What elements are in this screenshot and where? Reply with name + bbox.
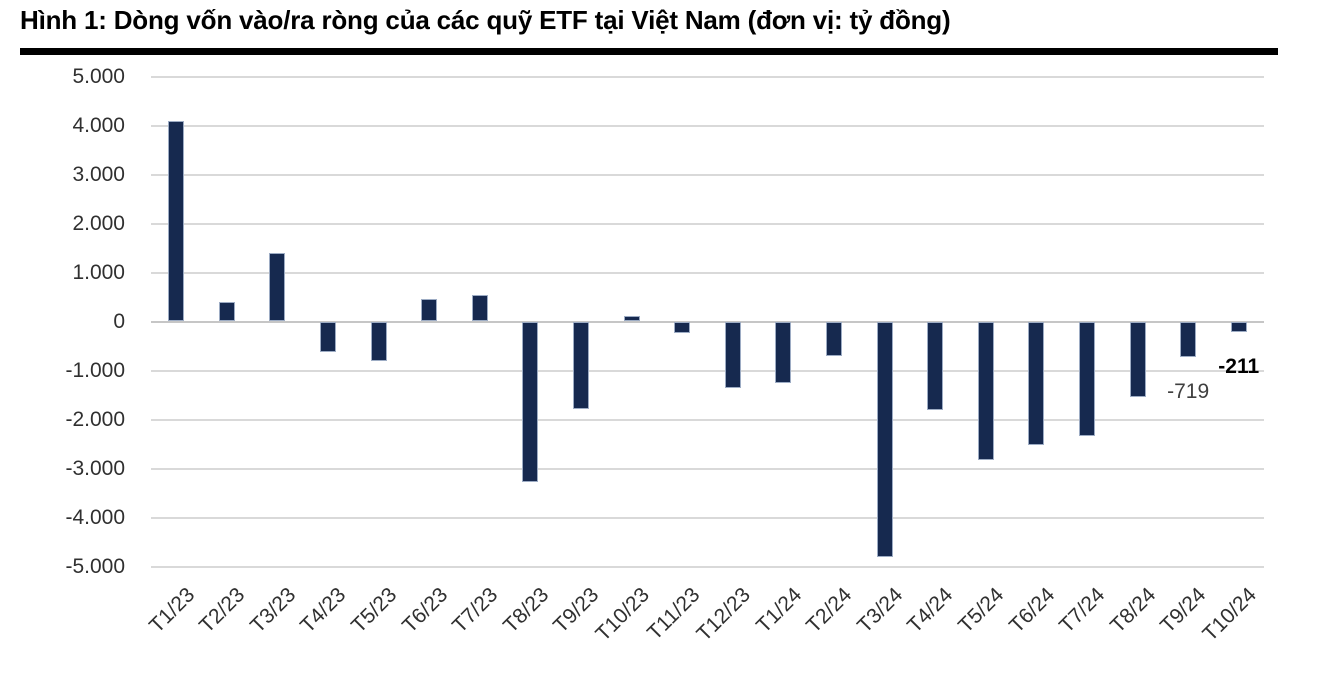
bar-T9/23	[573, 321, 590, 410]
bar-T1/23	[168, 120, 185, 322]
x-axis-tick-label: T11/23	[643, 583, 705, 645]
x-axis-tick-label: T2/23	[195, 583, 250, 638]
gridline	[151, 418, 1264, 421]
x-axis-tick-label: T5/23	[346, 583, 402, 638]
bar-T5/23	[370, 321, 387, 361]
x-axis-tick-label: T10/24	[1198, 583, 1262, 646]
x-axis-tick-label: T3/24	[852, 583, 908, 638]
zero-gridline	[151, 320, 1264, 323]
x-axis-tick-label: T1/23	[144, 583, 199, 638]
bar-T12/23	[724, 321, 741, 389]
x-axis-tick-label: T4/23	[296, 583, 351, 638]
gridline	[151, 467, 1264, 470]
x-axis-tick-label: T3/23	[245, 583, 301, 638]
bar-T6/23	[421, 299, 438, 322]
x-axis-tick-label: T6/24	[1004, 583, 1059, 638]
y-axis-tick-label: -1.000	[65, 358, 125, 382]
bar-T3/24	[876, 321, 893, 558]
bar-T10/23	[623, 316, 640, 322]
x-axis-tick-label: T4/24	[903, 583, 958, 638]
bar-T8/23	[522, 321, 539, 483]
bar-T4/24	[927, 321, 944, 411]
bar-T7/24	[1078, 321, 1095, 437]
bar-T3/23	[269, 252, 286, 322]
y-axis-tick-label: 4.000	[72, 113, 125, 137]
gridline	[151, 75, 1264, 78]
y-axis-tick-label: -2.000	[65, 407, 125, 431]
y-axis-tick-label: 1.000	[72, 260, 125, 284]
x-axis-tick-label: T6/23	[397, 583, 452, 638]
bar-T2/23	[218, 302, 235, 322]
gridline	[151, 222, 1264, 225]
x-axis-tick-label: T8/24	[1105, 583, 1161, 638]
y-axis-tick-label: -4.000	[65, 505, 125, 529]
gridline	[151, 271, 1264, 274]
title-divider	[20, 48, 1278, 55]
x-axis-tick-label: T10/23	[591, 583, 655, 646]
bar-T10/24	[1230, 321, 1247, 332]
bar-T4/23	[320, 321, 337, 352]
gridline	[151, 516, 1264, 519]
bar-T5/24	[977, 321, 994, 461]
data-label: -719	[1167, 379, 1210, 403]
x-axis-tick-label: T1/24	[751, 583, 806, 638]
y-axis-tick-label: 3.000	[72, 162, 125, 186]
bar-T7/23	[471, 294, 488, 322]
data-label: -211	[1218, 354, 1260, 378]
bar-T8/24	[1129, 321, 1146, 398]
bar-T2/24	[825, 321, 842, 356]
gridline	[151, 124, 1264, 127]
x-axis-tick-label: T12/23	[692, 583, 756, 646]
y-axis-tick-label: 0	[113, 309, 125, 333]
figure-title: Hình 1: Dòng vốn vào/ra ròng của các quỹ…	[20, 5, 951, 35]
gridline	[151, 173, 1264, 176]
bar-T1/24	[775, 321, 792, 383]
y-axis-tick-label: -3.000	[65, 456, 125, 480]
y-axis-tick-label: -5.000	[65, 554, 125, 578]
x-axis-tick-label: T8/23	[498, 583, 553, 638]
x-axis-tick-label: T5/24	[954, 583, 1009, 638]
bar-T9/24	[1180, 321, 1197, 357]
x-axis-tick-label: T7/24	[1055, 583, 1110, 638]
gridline	[151, 369, 1264, 372]
bar-T6/24	[1028, 321, 1045, 445]
bar-T11/23	[674, 321, 691, 334]
y-axis-tick-label: 5.000	[72, 64, 125, 88]
x-axis-tick-label: T2/24	[802, 583, 857, 638]
y-axis-tick-label: 2.000	[72, 211, 125, 235]
gridline	[151, 565, 1264, 568]
x-axis-tick-label: T7/23	[448, 583, 503, 638]
